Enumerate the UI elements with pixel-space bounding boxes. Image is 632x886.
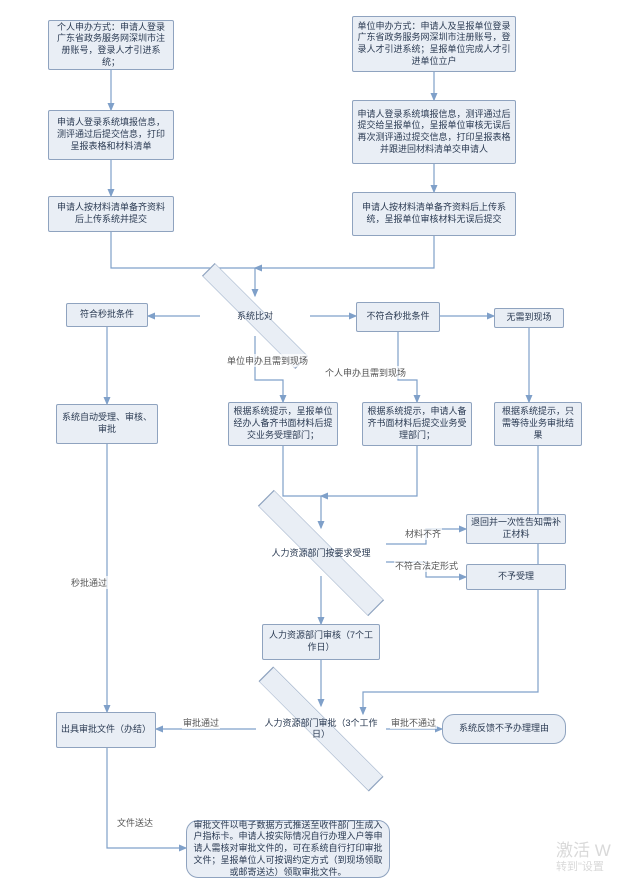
flow-decision-n8: 系统比对 [200, 296, 310, 336]
flow-node-n20: 出具审批文件（办结） [56, 712, 156, 748]
flow-node-n18: 人力资源部门审核（7个工作日） [262, 624, 380, 660]
flow-decision-n15: 人力资源部门按要求受理 [256, 528, 386, 578]
flow-node-n13: 根据系统提示，申请人备齐书面材料后提交业务受理部门； [362, 402, 472, 446]
flow-node-n6: 申请人按材料清单备齐资料后上传系统，呈报单位审核材料无误后提交 [352, 192, 516, 236]
flow-node-n4: 申请人登录系统填报信息，测评通过后提交给呈报单位，呈报单位审核无误后再次测评通过… [352, 100, 516, 164]
flow-edge-label: 个人申办且需到现场 [324, 366, 407, 379]
flow-edge-label: 秒批通过 [70, 576, 108, 589]
flow-edge-n20-n22 [107, 748, 186, 848]
flow-node-n21: 系统反馈不予办理理由 [442, 714, 566, 744]
flow-edge-label: 材料不齐 [404, 527, 442, 540]
flow-node-n2: 单位申办方式：申请人及呈报单位登录广东省政务服务网深圳市注册账号，登录人才引进系… [352, 16, 516, 72]
flow-edge-label: 审批不通过 [390, 716, 437, 729]
flow-node-n22: 审批文件以电子数据方式推送至收件部门生成入户指标卡。申请人按实际情况自行办理入户… [186, 820, 390, 878]
flow-decision-label: 系统比对 [231, 311, 279, 322]
flow-node-n16: 退回并一次性告知需补正材料 [466, 514, 566, 544]
flow-node-n9: 不符合秒批条件 [356, 302, 440, 332]
flow-node-n17: 不予受理 [466, 564, 566, 590]
flow-node-n12: 根据系统提示，呈报单位经办人备齐书面材料后提交业务受理部门； [228, 402, 338, 446]
flow-node-n10: 无需到现场 [494, 308, 564, 328]
flow-node-n11: 系统自动受理、审核、审批 [56, 404, 158, 444]
flow-node-n14: 根据系统提示，只需等待业务审批结果 [494, 402, 582, 446]
flow-edge-label: 文件送达 [116, 816, 154, 829]
flow-decision-label: 人力资源部门按要求受理 [265, 548, 376, 559]
flow-node-n7: 符合秒批条件 [66, 303, 148, 327]
flow-node-n3: 申请人登录系统填报信息，测评通过后提交信息，打印呈报表格和材料清单 [48, 110, 174, 160]
flow-edge-label: 单位申办且需到现场 [226, 354, 309, 367]
flow-decision-label: 人力资源部门审批（3个工作日） [256, 718, 386, 740]
flow-decision-n19: 人力资源部门审批（3个工作日） [256, 706, 386, 752]
flow-edge-n6-n8 [255, 236, 434, 268]
flow-node-n5: 申请人按材料清单备齐资料后上传系统并提交 [48, 196, 174, 232]
flow-node-n1: 个人申办方式：申请人登录广东省政务服务网深圳市注册账号，登录人才引进系统； [48, 20, 174, 70]
flow-edge-label: 审批通过 [182, 716, 220, 729]
flow-edge-n13-n15 [321, 446, 417, 496]
watermark-line2: 转到"设置 [556, 858, 604, 874]
flow-edge-label: 不符合法定形式 [394, 559, 459, 572]
